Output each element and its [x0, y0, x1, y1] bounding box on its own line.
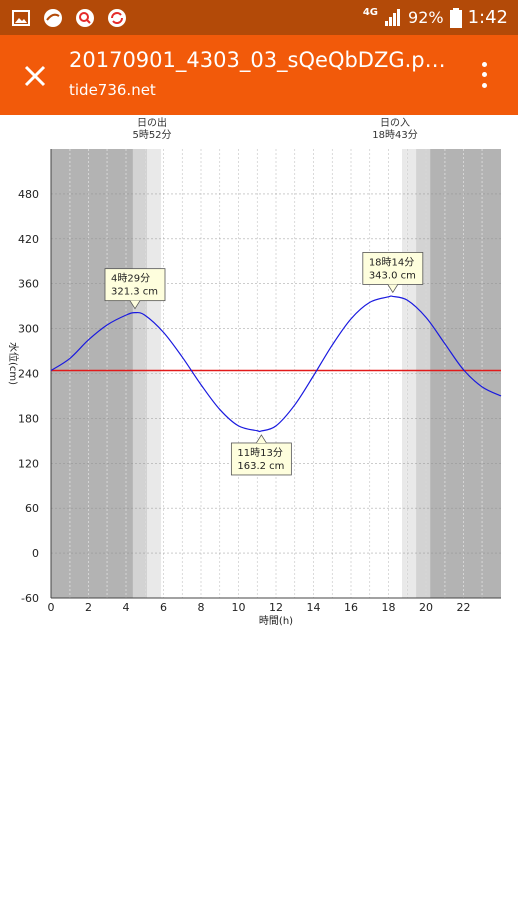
app-icon — [42, 7, 64, 29]
search-app-icon — [74, 7, 96, 29]
network-type: 4G — [362, 7, 379, 18]
callout-value: 163.2 cm — [237, 461, 284, 472]
y-tick-label: 360 — [18, 278, 39, 291]
y-tick-label: 420 — [18, 233, 39, 246]
dawn-shade — [147, 149, 162, 598]
sunset-time: 18時43分 — [372, 130, 418, 141]
callout-box — [104, 268, 166, 302]
callout-pointer — [387, 284, 399, 294]
image-content: 日の出 5時52分 日の入 18時43分 -60 0 60 120 180 240 300 3… — [0, 115, 518, 920]
sync-app-icon — [106, 7, 128, 29]
sunset-title: 日の入 — [380, 118, 410, 129]
x-axis-title: 時間(h) — [259, 615, 293, 627]
y-tick-label: 180 — [18, 412, 39, 425]
signal-icon — [385, 8, 401, 26]
x-tick-label: 0 — [48, 601, 55, 614]
y-tick-label: 60 — [25, 502, 39, 515]
notification-icons — [0, 0, 128, 35]
y-tick-label: -60 — [21, 592, 39, 605]
y-tick-label: 300 — [18, 323, 39, 336]
tide-chart: -60 0 60 120 180 240 300 360 420 480 0 2 4 6 8 10 12 14 16… — [7, 149, 502, 627]
y-tick-label: 480 — [18, 188, 39, 201]
x-tick-label: 4 — [123, 601, 130, 614]
callout-value: 321.3 cm — [111, 287, 158, 298]
battery-percent: 92% — [408, 8, 444, 27]
status-indicators: 4G 92% 1:42 — [363, 0, 508, 35]
x-tick-label: 20 — [419, 601, 433, 614]
x-tick-label: 12 — [269, 601, 283, 614]
x-tick-label: 8 — [198, 601, 205, 614]
y-tick-label: 0 — [32, 547, 39, 560]
x-tick-label: 2 — [85, 601, 92, 614]
y-tick-label: 240 — [18, 368, 39, 381]
x-tick-label: 22 — [457, 601, 471, 614]
sunset-label: 日の入 18時43分 — [363, 118, 427, 142]
page-title: 20170901_4303_03_sQeQbDZG.pn... — [69, 48, 449, 72]
callout-time: 4時29分 — [111, 273, 150, 285]
callout-pointer — [256, 434, 267, 444]
y-tick-label: 120 — [18, 457, 39, 470]
page-domain: tide736.net — [69, 81, 156, 99]
callout-value: 343.0 cm — [369, 270, 416, 281]
callout-pointer — [129, 300, 141, 310]
tide-curve — [50, 295, 502, 433]
sunrise-label: 日の出 5時52分 — [124, 118, 180, 142]
x-tick-label: 6 — [160, 601, 167, 614]
y-axis-title: 水位(cm) — [7, 342, 20, 385]
battery-icon — [449, 7, 462, 28]
x-tick-label: 14 — [307, 601, 321, 614]
close-icon — [24, 65, 46, 87]
x-tick-label: 10 — [232, 601, 246, 614]
close-button[interactable] — [20, 61, 50, 91]
gallery-icon — [10, 7, 32, 29]
clock: 1:42 — [467, 7, 508, 28]
callout: 11時13分 163.2 cm — [230, 434, 292, 476]
callout-box — [230, 442, 292, 476]
x-tick-label: 18 — [382, 601, 396, 614]
callout-time: 11時13分 — [237, 447, 282, 459]
night-shade-evening — [430, 149, 501, 598]
callout: 18時14分 343.0 cm — [362, 252, 424, 294]
sunrise-time: 5時52分 — [132, 130, 172, 141]
more-menu-button[interactable] — [474, 59, 494, 91]
callout-time: 18時14分 — [369, 256, 414, 268]
app-bar: 20170901_4303_03_sQeQbDZG.pn... tide736.… — [0, 35, 518, 115]
callout: 4時29分 321.3 cm — [104, 268, 166, 310]
status-bar: 4G 92% 1:42 — [0, 0, 518, 35]
more-vert-icon — [481, 61, 487, 67]
x-tick-label: 16 — [344, 601, 358, 614]
sunrise-title: 日の出 — [137, 118, 167, 129]
